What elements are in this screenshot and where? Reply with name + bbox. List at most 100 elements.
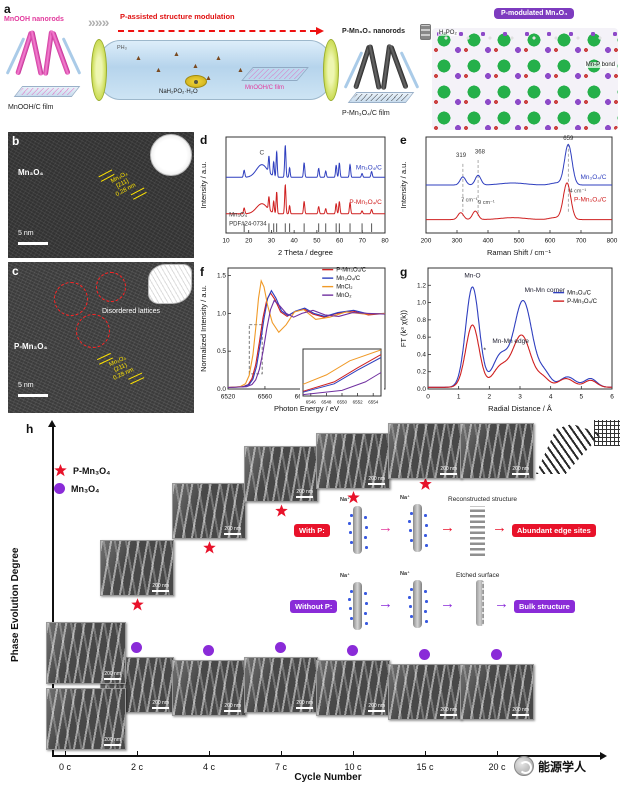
Mn₃O₄-marker (131, 641, 142, 653)
watermark-text: 能源学人 (538, 759, 587, 774)
nanorod-icon (353, 582, 362, 630)
salt-crystal-icon (185, 75, 207, 88)
crystal-structure: H₃PO₂ Mn-P bond (432, 28, 618, 130)
svg-text:Mn-Mn corner: Mn-Mn corner (525, 287, 566, 294)
svg-text:50: 50 (313, 238, 321, 245)
svg-text:6546: 6546 (306, 400, 317, 405)
sem-image: 200 nm (316, 660, 390, 717)
sem-scalebar: 200 nm (440, 707, 457, 716)
x-tick-label: 0 c (58, 762, 71, 772)
sem-scalebar: 200 nm (152, 583, 169, 593)
particle-icon: ▲ (237, 67, 244, 74)
particle-icon: ▲ (155, 67, 162, 74)
process-arrow-label: P-assisted structure modulation (120, 12, 235, 21)
mnooh-nanorods-label: MnOOH nanorods (4, 16, 64, 23)
P-Mn₃O₄-marker (275, 504, 288, 517)
sem-image: 200 nm (316, 433, 390, 490)
svg-text:6554: 6554 (368, 400, 379, 405)
particle-icon: ▲ (173, 51, 180, 58)
fft-inset (150, 134, 192, 176)
na-ions-icon (410, 588, 413, 591)
svg-text:Intensity / a.u.: Intensity / a.u. (199, 162, 208, 209)
P-Mn₃O₄-marker (419, 477, 432, 490)
svg-text:Mn₃O₄/C: Mn₃O₄/C (356, 165, 382, 172)
nanorod-icon (29, 29, 44, 77)
Mn₃O₄-marker (419, 648, 430, 660)
panel-c-label: c (12, 264, 19, 278)
svg-text:0.0: 0.0 (217, 386, 226, 393)
svg-text:6: 6 (610, 394, 614, 401)
nanorod-sodiation-illustration: Na⁺ (400, 571, 432, 632)
svg-text:80: 80 (381, 238, 389, 245)
chevrons-icon: »»» (88, 14, 109, 30)
particle-icon: ▲ (205, 75, 212, 82)
sem-scalebar: 200 nm (104, 737, 121, 746)
panel-d-label: d (200, 133, 208, 147)
svg-text:P-Mn₃O₄/C: P-Mn₃O₄/C (336, 268, 367, 274)
panel-c-tem-image: c Disordered lattices P-Mn₃O₄ Mn₃O₄ (211… (8, 262, 194, 413)
svg-text:200: 200 (421, 238, 432, 245)
x-tick-label: 2 c (130, 762, 143, 772)
sem-scalebar: 200 nm (152, 700, 169, 709)
svg-text:500: 500 (514, 238, 525, 245)
svg-text:0.2: 0.2 (417, 369, 426, 376)
nanorod-icon (367, 43, 382, 91)
lattice-annotation: Mn₃O₄ (211) 0.28 nm (97, 347, 145, 389)
molecule-strip (432, 28, 618, 44)
material-label: P-Mn₃O₄ (14, 342, 48, 351)
svg-text:70: 70 (359, 238, 367, 245)
svg-text:20: 20 (245, 238, 253, 245)
reconstructed-structure-label: Reconstructed structure (448, 496, 518, 503)
svg-text:4: 4 (549, 394, 553, 401)
x-axis-arrow-icon (600, 752, 607, 760)
cycle-number-axis-label: Cycle Number (294, 772, 362, 783)
legend-row: Mn₃O₄ (54, 483, 110, 494)
panel-f-label: f (200, 265, 204, 279)
svg-text:319: 319 (456, 153, 467, 159)
disorder-circle-icon (54, 282, 88, 316)
panel-h-label: h (26, 422, 34, 436)
mnooh-nanorods-illustration (5, 28, 82, 80)
svg-text:0.6: 0.6 (417, 334, 426, 341)
P-Mn₃O₄-marker (131, 598, 144, 611)
arrow-right-icon: → (440, 519, 455, 536)
abundant-edge-sites-tag: Abundant edge sites (512, 524, 596, 537)
sem-scalebar: 200 nm (104, 671, 121, 680)
nanorod-sodiation-illustration: Na⁺ (340, 497, 372, 558)
svg-text:Photon Energy / eV: Photon Energy / eV (274, 404, 339, 413)
tube-cap-icon (323, 39, 339, 101)
svg-text:30: 30 (268, 238, 276, 245)
etched-rod-icon (476, 580, 485, 626)
svg-text:0: 0 (426, 394, 430, 401)
product-film-label: P-Mn₃O₄/C film (342, 110, 390, 117)
svg-text:Mn-Mn edge: Mn-Mn edge (492, 338, 529, 345)
p-modulated-badge: P-modulated Mn₃O₄ (494, 8, 575, 19)
svg-text:0.5: 0.5 (217, 348, 226, 355)
scalebar-label: 5 nm (18, 382, 34, 389)
x-tick (281, 751, 282, 755)
svg-text:1: 1 (457, 394, 461, 401)
svg-text:P-Mn₃O₄/C: P-Mn₃O₄/C (567, 299, 598, 305)
svg-text:368: 368 (475, 149, 486, 155)
x-tick (137, 751, 138, 755)
arrow-right-icon: → (440, 595, 455, 612)
x-tick (209, 751, 210, 755)
y-axis (52, 426, 54, 755)
svg-text:FT (k³ χ(k)): FT (k³ χ(k)) (399, 309, 408, 347)
reactor-tube: PH₃ ▲ ▲ ▲ ▲ ▲ ▲ ▲ NaH₂PO₂·H₂O MnOOH/C fi… (91, 39, 339, 101)
process-arrow-icon (118, 27, 324, 35)
sem-image: 200 nm (244, 446, 318, 503)
x-tick-label: 20 c (488, 762, 506, 772)
svg-text:Mn-O: Mn-O (464, 273, 480, 280)
bulk-structure-tag: Bulk structure (514, 600, 575, 613)
legend: P-Mn₃O₄ Mn₃O₄ (54, 464, 110, 500)
x-tick (65, 751, 66, 755)
na-ions-icon (350, 514, 353, 517)
svg-text:1.5: 1.5 (217, 273, 226, 280)
film-in-tube-label: MnOOH/C film (245, 85, 284, 91)
sem-scalebar: 200 nm (224, 526, 241, 536)
na-ion-label: Na⁺ (400, 495, 410, 501)
arrow-right-icon: → (378, 595, 393, 612)
sem-scalebar: 200 nm (224, 703, 241, 713)
